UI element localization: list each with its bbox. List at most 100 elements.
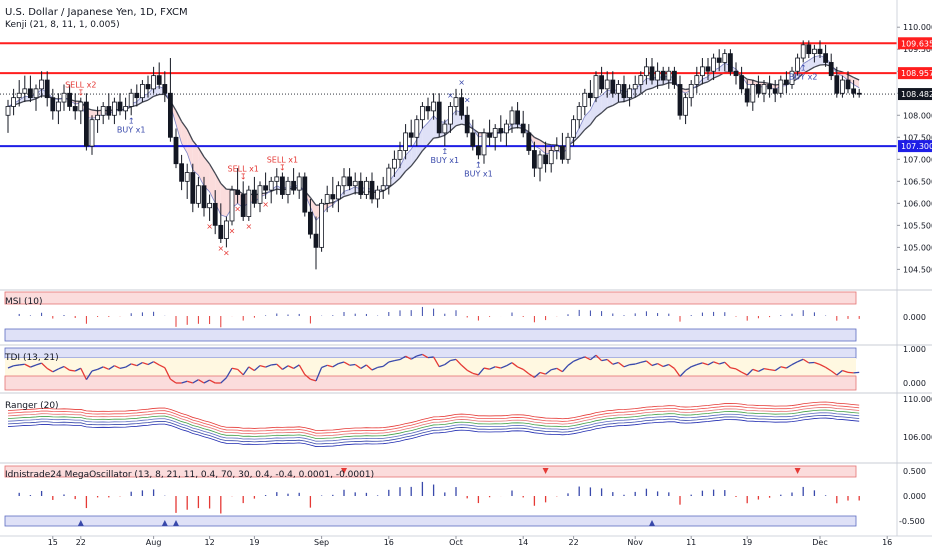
price-level-tag bbox=[898, 140, 932, 153]
candle-body bbox=[459, 97, 465, 116]
osc-sell-triangle bbox=[794, 468, 801, 474]
tdi-line bbox=[640, 360, 647, 364]
buy-x-marker: × bbox=[464, 95, 471, 104]
tdi-line bbox=[612, 361, 619, 365]
kenji-cloud bbox=[596, 95, 602, 118]
ranger-tick-110: 110.000 bbox=[903, 395, 932, 404]
candle-body bbox=[229, 189, 235, 222]
tdi-line bbox=[629, 363, 636, 366]
x-tick-label: 19 bbox=[742, 538, 752, 547]
kenji-fast-line bbox=[394, 166, 401, 175]
kenji-cloud bbox=[327, 202, 333, 209]
tdi-upper-band bbox=[4, 347, 857, 359]
candle-body bbox=[666, 70, 672, 81]
kenji-fast-line bbox=[578, 116, 586, 129]
candle-body bbox=[335, 185, 341, 200]
candle-body bbox=[223, 220, 229, 239]
candle-body bbox=[139, 84, 145, 99]
kenji-cloud bbox=[220, 183, 227, 217]
sell-x-marker: × bbox=[234, 204, 241, 213]
kenji-slow-line bbox=[713, 75, 720, 79]
kenji-slow-line bbox=[393, 177, 401, 184]
tdi-line bbox=[539, 371, 546, 375]
tdi-line bbox=[7, 365, 14, 369]
kenji-fast-line bbox=[220, 214, 227, 218]
candle-body bbox=[56, 101, 61, 112]
candle-body bbox=[660, 70, 666, 81]
kenji-slow-line bbox=[427, 137, 435, 146]
sell-x-marker: × bbox=[229, 226, 236, 235]
kenji-slow-line bbox=[388, 182, 395, 189]
tdi-line bbox=[556, 367, 563, 373]
tdi-line bbox=[416, 353, 423, 357]
candle-body bbox=[817, 48, 823, 55]
kenji-fast-line bbox=[853, 84, 860, 89]
kenji-fast-line bbox=[472, 127, 479, 138]
tdi-line bbox=[842, 369, 849, 374]
tdi-line bbox=[354, 363, 362, 369]
tdi-line bbox=[651, 362, 658, 367]
candle-body bbox=[16, 92, 22, 99]
tdi-line bbox=[187, 380, 193, 384]
tdi-line bbox=[461, 364, 468, 371]
tdi-line bbox=[657, 363, 664, 368]
y-tick-label: 105.000 bbox=[903, 243, 932, 252]
tdi-line bbox=[349, 363, 356, 366]
tdi-line bbox=[483, 367, 490, 370]
kenji-cloud bbox=[601, 90, 608, 113]
kenji-slow-line bbox=[814, 64, 821, 68]
candle-body bbox=[369, 180, 375, 200]
tdi-line bbox=[125, 363, 132, 368]
candle-body bbox=[515, 110, 520, 125]
tdi-line bbox=[382, 361, 390, 367]
candle-body bbox=[851, 88, 856, 94]
tdi-line bbox=[506, 362, 513, 367]
kenji-slow-line bbox=[186, 129, 194, 142]
kenji-fast-line bbox=[265, 189, 272, 195]
candle-body bbox=[588, 92, 593, 99]
tdi-line bbox=[444, 360, 451, 366]
tdi-line bbox=[746, 368, 754, 376]
candle-body bbox=[291, 180, 297, 191]
tdi-line bbox=[713, 361, 720, 365]
kenji-slow-line bbox=[853, 76, 860, 81]
kenji-slow-line bbox=[197, 147, 205, 158]
candle-body bbox=[537, 154, 543, 169]
kenji-cloud bbox=[814, 55, 820, 68]
kenji-slow-line bbox=[763, 81, 770, 85]
ranger-band-line bbox=[7, 404, 860, 434]
candle-body bbox=[470, 132, 476, 147]
kenji-slow-line bbox=[847, 73, 854, 78]
candle-body bbox=[599, 75, 604, 90]
tdi-line bbox=[136, 362, 143, 367]
tdi-line bbox=[142, 361, 149, 366]
kenji-slow-line bbox=[623, 99, 630, 103]
tdi-line bbox=[63, 365, 70, 371]
tdi-line bbox=[786, 364, 793, 369]
kenji-fast-line bbox=[186, 153, 194, 171]
tdi-line bbox=[360, 364, 367, 370]
kenji-fast-line bbox=[410, 139, 418, 150]
candle-body bbox=[644, 66, 649, 77]
candle-body bbox=[201, 185, 207, 209]
tdi-line bbox=[69, 369, 76, 372]
y-tick-label: 107.000 bbox=[903, 155, 932, 164]
tdi-line bbox=[696, 362, 703, 366]
signal-arrow: ↥ bbox=[475, 160, 482, 169]
kenji-fast-line bbox=[343, 189, 350, 192]
msi-upper-band bbox=[4, 291, 857, 305]
candle-body bbox=[548, 150, 554, 165]
candle-body bbox=[33, 88, 39, 99]
tdi-line bbox=[495, 366, 501, 369]
tdi-line bbox=[265, 364, 272, 368]
kenji-cloud bbox=[803, 60, 809, 74]
kenji-slow-line bbox=[449, 125, 457, 132]
tdi-tick-1: 1.000 bbox=[903, 345, 926, 354]
candle-body bbox=[246, 189, 252, 217]
candle-body bbox=[487, 132, 493, 138]
y-tick-label: 109.500 bbox=[903, 45, 932, 54]
kenji-slow-line bbox=[752, 79, 759, 83]
kenji-slow-line bbox=[270, 188, 278, 192]
candle-body bbox=[263, 185, 269, 191]
ranger-band-line bbox=[7, 412, 860, 442]
